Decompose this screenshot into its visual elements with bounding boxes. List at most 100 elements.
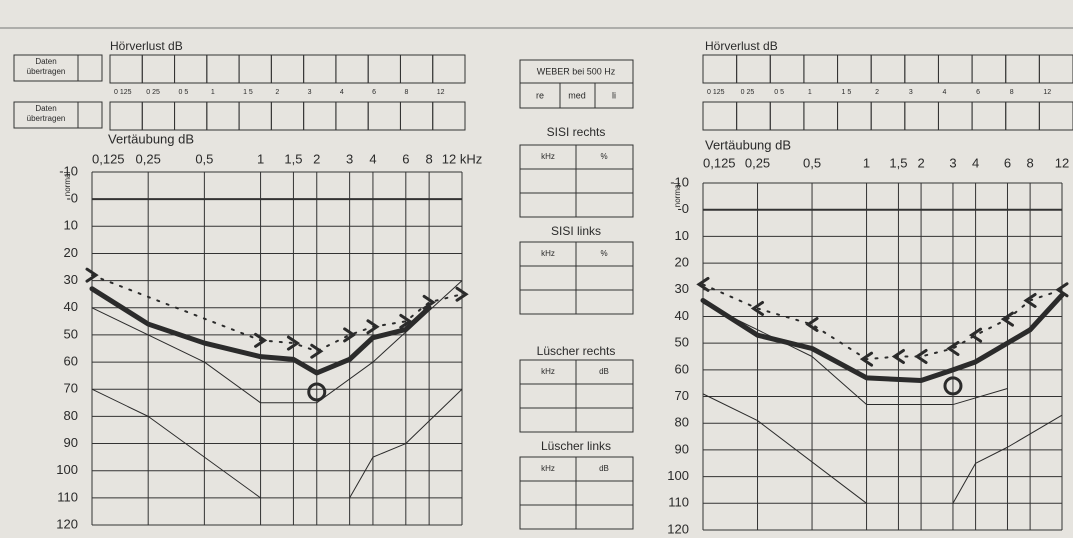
x-tick-label: 1 xyxy=(257,151,264,166)
cell xyxy=(238,54,272,84)
cell xyxy=(702,54,738,84)
daten-text: übertragen xyxy=(27,114,66,123)
marker xyxy=(891,349,905,364)
cell xyxy=(736,101,771,131)
cell-label: 6 xyxy=(976,89,980,96)
cell-label: 8 xyxy=(1010,89,1014,96)
marker xyxy=(286,335,301,351)
cell xyxy=(803,54,839,84)
cell xyxy=(206,101,240,131)
cell-label: 4 xyxy=(942,89,946,96)
marker xyxy=(307,382,327,402)
cell xyxy=(736,54,771,84)
table-header: % xyxy=(600,152,607,161)
cell-label: 2 xyxy=(275,89,279,96)
y-tick-label: 90 xyxy=(675,441,689,456)
cell xyxy=(904,101,939,131)
marker xyxy=(343,327,357,343)
cell xyxy=(1038,54,1073,84)
y-tick-label: 50 xyxy=(64,326,78,341)
marker xyxy=(914,349,928,364)
y-tick-label: 30 xyxy=(675,281,689,296)
x-tick-label: 6 xyxy=(1004,155,1011,170)
vertaeubung-label: Vertäubung dB xyxy=(108,131,194,146)
cell xyxy=(206,54,240,84)
cell xyxy=(904,54,939,84)
marker xyxy=(750,300,765,316)
marker xyxy=(696,276,710,292)
y-tick-label: 70 xyxy=(675,388,689,403)
x-tick-label: 4 xyxy=(972,155,979,170)
box xyxy=(77,54,103,82)
cell xyxy=(367,101,401,131)
marker xyxy=(310,343,324,359)
y-tick-label: -10 xyxy=(670,174,689,189)
y-tick-label: 40 xyxy=(64,299,78,314)
x-tick-label: 1,5 xyxy=(889,155,907,170)
marker xyxy=(1023,292,1037,308)
x-tick-label: 6 xyxy=(402,151,409,166)
cell-label: 0 5 xyxy=(774,89,784,96)
cell xyxy=(870,101,906,131)
cell xyxy=(837,54,872,84)
cell xyxy=(971,101,1007,131)
cell-label: 1 xyxy=(808,89,812,96)
hoerverlust-label: Hörverlust dB xyxy=(705,39,778,53)
y-tick-label: 90 xyxy=(64,435,78,450)
cell xyxy=(335,54,369,84)
cell-label: 3 xyxy=(308,89,312,96)
marker xyxy=(399,313,413,329)
marker xyxy=(1055,282,1069,298)
weber-title: WEBER bei 500 Hz xyxy=(537,66,616,76)
table-title: SISI links xyxy=(551,224,601,238)
curve xyxy=(700,292,1065,384)
cell xyxy=(303,101,337,131)
y-tick-label: -0 xyxy=(66,191,78,206)
y-tick-label: 10 xyxy=(675,228,689,243)
vertaeubung-label: Vertäubung dB xyxy=(705,137,791,152)
y-tick-label: 120 xyxy=(56,516,78,531)
cell xyxy=(803,101,839,131)
y-tick-label: 60 xyxy=(64,354,78,369)
marker xyxy=(859,351,874,367)
y-tick-label: 120 xyxy=(667,521,689,536)
y-tick-label: 80 xyxy=(64,408,78,423)
cell xyxy=(141,101,176,131)
cell-label: 8 xyxy=(404,89,408,96)
cell-label: 0 125 xyxy=(707,89,725,96)
y-axis-label: normal xyxy=(673,183,682,208)
y-tick-label: 30 xyxy=(64,272,78,287)
y-tick-label: 40 xyxy=(675,308,689,323)
cell xyxy=(1005,101,1040,131)
cell-label: 4 xyxy=(340,89,344,96)
y-tick-label: 10 xyxy=(64,218,78,233)
x-tick-label: 0,25 xyxy=(745,155,770,170)
cell-label: 1 xyxy=(211,89,215,96)
cell xyxy=(109,54,143,84)
x-tick-label: 12 xyxy=(1055,155,1069,170)
x-tick-label: 12 kHz xyxy=(442,151,482,166)
cell-label: 0 25 xyxy=(741,89,755,96)
marker xyxy=(943,376,963,396)
table-header: kHz xyxy=(541,152,555,161)
cell xyxy=(238,101,272,131)
x-tick-label: 3 xyxy=(346,151,353,166)
y-tick-label: 100 xyxy=(667,468,689,483)
marker xyxy=(455,286,469,302)
x-tick-label: 0,125 xyxy=(92,151,125,166)
cell-label: 12 xyxy=(1043,89,1051,96)
x-tick-label: 8 xyxy=(426,151,433,166)
cell xyxy=(335,101,369,131)
cell xyxy=(399,101,434,131)
curve xyxy=(91,388,262,499)
table-header: dB xyxy=(599,464,609,473)
daten-text: Daten xyxy=(35,104,56,113)
table-header: % xyxy=(600,249,607,258)
cell-label: 1 5 xyxy=(842,89,852,96)
box xyxy=(519,59,634,109)
y-tick-label: 50 xyxy=(675,335,689,350)
y-tick-label: 20 xyxy=(64,245,78,260)
x-tick-label: 3 xyxy=(949,155,956,170)
hoerverlust-label: Hörverlust dB xyxy=(110,39,183,53)
audiogram: -10 -0 10 20 30 40 50 60 70 80 90 100 110 120 0,125 0,2… xyxy=(667,155,1069,536)
